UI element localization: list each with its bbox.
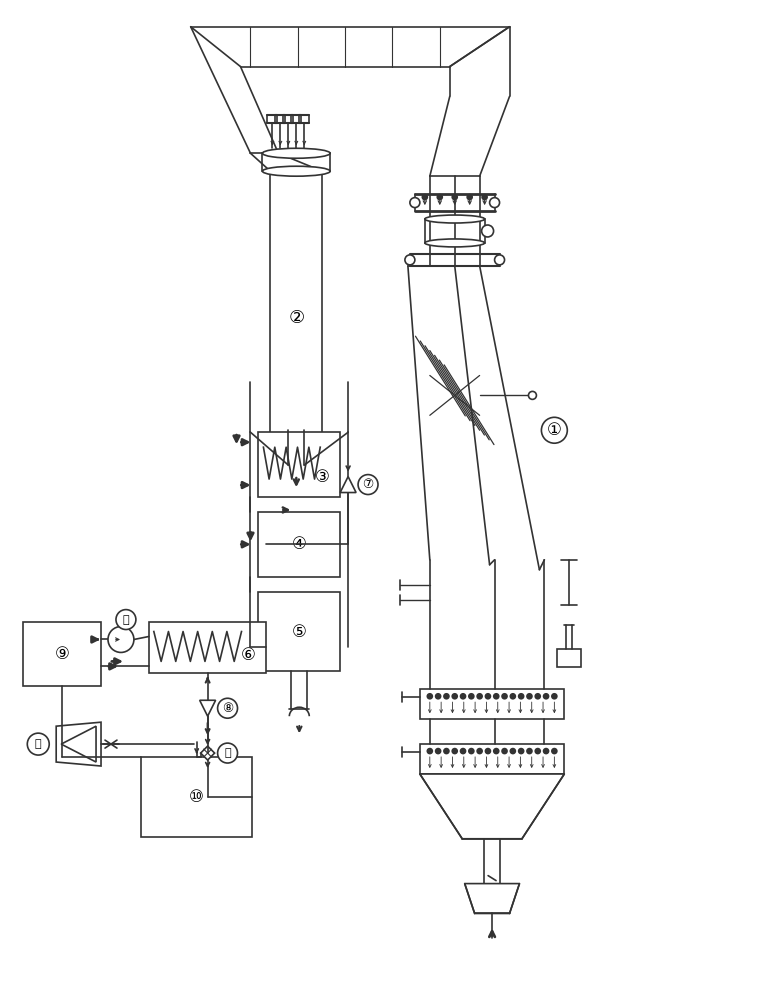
Circle shape: [502, 749, 507, 754]
Polygon shape: [56, 722, 101, 766]
Polygon shape: [340, 477, 356, 493]
Bar: [420, 689, 565, 719]
Circle shape: [358, 475, 378, 495]
Polygon shape: [420, 774, 565, 839]
Polygon shape: [201, 746, 214, 760]
Circle shape: [452, 195, 458, 200]
Circle shape: [511, 694, 515, 699]
Circle shape: [444, 749, 449, 754]
Circle shape: [444, 694, 449, 699]
Circle shape: [486, 749, 490, 754]
Bar: [141, 757, 252, 837]
Circle shape: [543, 694, 549, 699]
Circle shape: [427, 749, 432, 754]
Text: ⑨: ⑨: [55, 645, 70, 663]
Circle shape: [477, 694, 482, 699]
Polygon shape: [200, 700, 216, 716]
Text: ⑬: ⑬: [224, 748, 231, 758]
Circle shape: [469, 694, 473, 699]
Circle shape: [469, 749, 473, 754]
Circle shape: [482, 195, 487, 200]
Text: ⑫: ⑫: [122, 615, 129, 625]
Circle shape: [27, 733, 49, 755]
Circle shape: [427, 694, 432, 699]
Polygon shape: [464, 884, 520, 913]
Circle shape: [535, 694, 540, 699]
Circle shape: [552, 694, 557, 699]
Circle shape: [405, 255, 415, 265]
Circle shape: [518, 694, 524, 699]
Bar: [258, 432, 340, 497]
Circle shape: [494, 749, 499, 754]
Text: ⑤: ⑤: [292, 623, 307, 641]
Bar: [262, 153, 330, 171]
Circle shape: [452, 694, 458, 699]
Circle shape: [541, 417, 567, 443]
Ellipse shape: [262, 166, 330, 176]
Text: ④: ④: [292, 535, 307, 553]
Circle shape: [535, 749, 540, 754]
Circle shape: [217, 698, 238, 718]
Circle shape: [528, 391, 537, 399]
Circle shape: [494, 694, 499, 699]
Text: ⑦: ⑦: [363, 478, 374, 491]
Bar: [258, 512, 340, 577]
Bar: [149, 622, 267, 673]
Bar: [271, 171, 322, 465]
Circle shape: [511, 749, 515, 754]
Text: ③: ③: [315, 468, 330, 486]
Circle shape: [435, 749, 441, 754]
Circle shape: [518, 749, 524, 754]
Bar: [425, 219, 485, 243]
Circle shape: [423, 195, 427, 200]
Ellipse shape: [262, 148, 330, 158]
Circle shape: [527, 749, 532, 754]
Circle shape: [495, 255, 505, 265]
Circle shape: [486, 694, 490, 699]
Circle shape: [477, 749, 482, 754]
Text: ①: ①: [547, 421, 562, 439]
Bar: [24, 622, 101, 686]
Circle shape: [437, 195, 442, 200]
Circle shape: [552, 749, 557, 754]
Circle shape: [217, 743, 238, 763]
Text: ⑪: ⑪: [35, 739, 42, 749]
Bar: [420, 744, 565, 774]
Circle shape: [461, 694, 466, 699]
Circle shape: [502, 694, 507, 699]
Circle shape: [543, 749, 549, 754]
Circle shape: [527, 694, 532, 699]
Bar: [258, 592, 340, 671]
Circle shape: [467, 195, 472, 200]
Polygon shape: [61, 726, 96, 762]
Circle shape: [452, 749, 458, 754]
Text: ⑥: ⑥: [241, 646, 256, 664]
Bar: [557, 649, 581, 667]
Text: ⑧: ⑧: [222, 702, 233, 715]
Circle shape: [410, 198, 420, 208]
Circle shape: [116, 610, 136, 630]
Ellipse shape: [425, 215, 485, 223]
Ellipse shape: [425, 239, 485, 247]
Text: ⑩: ⑩: [189, 788, 204, 806]
Text: ②: ②: [288, 309, 304, 327]
Circle shape: [435, 694, 441, 699]
Circle shape: [482, 225, 493, 237]
Circle shape: [461, 749, 466, 754]
Circle shape: [108, 627, 134, 652]
Circle shape: [489, 198, 499, 208]
